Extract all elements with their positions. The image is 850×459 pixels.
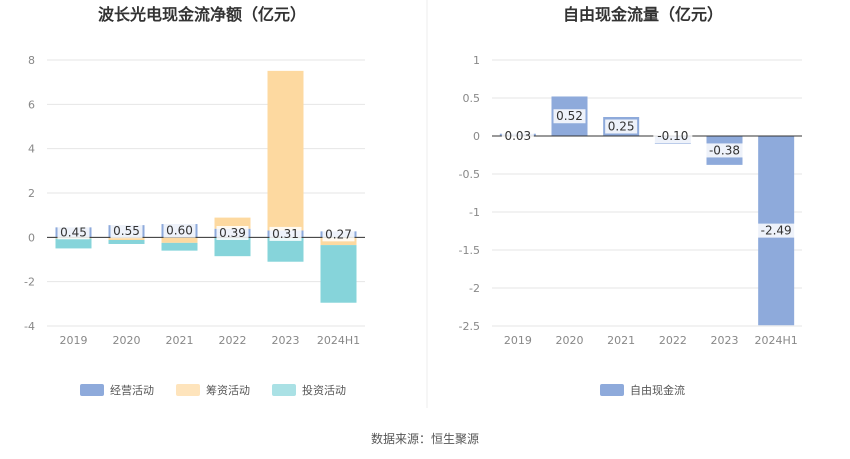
- y-tick-label: -1.5: [459, 244, 480, 257]
- data-label-bg: [705, 143, 744, 158]
- legend-label: 筹资活动: [206, 383, 250, 397]
- legend-swatch: [176, 384, 200, 396]
- data-label: 0.27: [325, 227, 352, 241]
- x-tick-label: 2019: [60, 334, 88, 347]
- bar-series-2: [320, 245, 357, 303]
- legend-swatch: [600, 384, 624, 396]
- data-label-bg: [322, 227, 355, 242]
- x-tick-label: 2024H1: [317, 334, 360, 347]
- data-label-bg: [57, 225, 90, 240]
- legend-label: 投资活动: [302, 383, 346, 397]
- x-tick-label: 2023: [272, 334, 300, 347]
- y-tick-label: -2.5: [459, 320, 480, 333]
- bar-series-1: [161, 237, 198, 243]
- data-label: -0.38: [709, 143, 740, 157]
- data-label: 0.55: [113, 224, 140, 238]
- data-label-bg: [653, 129, 693, 143]
- y-tick-label: 0: [473, 130, 480, 143]
- chart-title: 波长光电现金流净额（亿元）: [98, 5, 306, 24]
- bar-series-2: [161, 242, 198, 251]
- y-tick-label: 4: [28, 143, 35, 156]
- data-label-bg: [501, 129, 534, 143]
- data-label-bg: [553, 109, 586, 124]
- x-tick-label: 2022: [219, 334, 247, 347]
- legend-label: 自由现金流: [630, 383, 685, 397]
- y-tick-label: 6: [28, 98, 35, 111]
- bar-series-2: [267, 237, 304, 262]
- x-tick-label: 2020: [113, 334, 141, 347]
- x-tick-label: 2022: [659, 334, 687, 347]
- x-tick-label: 2020: [556, 334, 584, 347]
- data-label-bg: [110, 224, 143, 239]
- data-label-bg: [605, 119, 638, 134]
- data-source-text: 数据来源：恒生聚源: [371, 431, 479, 446]
- bar-series-2: [55, 238, 92, 249]
- cash-flow-net-chart: 波长光电现金流净额（亿元） -4 -2 0 2 4 6 8 2019 2020 2021 2022 20…: [24, 5, 365, 397]
- y-tick-label: 0: [28, 231, 35, 244]
- y-tick-label: -4: [24, 320, 35, 333]
- x-tick-label: 2019: [504, 334, 532, 347]
- data-label-bg: [269, 226, 302, 241]
- data-label: 0.31: [272, 227, 299, 241]
- bar-series-1: [267, 70, 304, 231]
- x-tick-label: 2021: [166, 334, 194, 347]
- y-tick-label: 8: [28, 54, 35, 67]
- data-label-bg: [216, 226, 249, 241]
- y-tick-label: -2: [24, 276, 35, 289]
- data-label: -0.10: [657, 129, 688, 143]
- y-tick-label: -1: [469, 206, 480, 219]
- data-label: 0.25: [608, 120, 635, 134]
- y-tick-label: -0.5: [459, 168, 480, 181]
- bar-series-2: [214, 237, 251, 257]
- bar-series-2: [108, 239, 145, 244]
- data-label: 0.45: [60, 225, 87, 239]
- data-label-bg: [163, 223, 196, 238]
- chart-title: 自由现金流量（亿元）: [563, 5, 723, 24]
- y-tick-label: 1: [473, 54, 480, 67]
- legend-swatch: [80, 384, 104, 396]
- y-tick-label: 0.5: [463, 92, 481, 105]
- data-label: 0.39: [219, 226, 246, 240]
- data-label: 0.52: [556, 109, 583, 123]
- x-tick-label: 2021: [607, 334, 635, 347]
- data-label: 0.03: [504, 129, 531, 143]
- free-cash-flow-chart: 自由现金流量（亿元） -2.5 -2 -1.5 -1 -0.5 0 0.5 1 2019 2020 2…: [459, 5, 802, 397]
- x-tick-label: 2023: [711, 334, 739, 347]
- data-label: -2.49: [761, 224, 792, 238]
- bar-series-1: [214, 217, 251, 229]
- legend-label: 经营活动: [110, 383, 154, 397]
- data-label: 0.60: [166, 224, 193, 238]
- y-tick-label: -2: [469, 282, 480, 295]
- x-tick-label: 2024H1: [755, 334, 798, 347]
- y-tick-label: 2: [28, 187, 35, 200]
- legend-swatch: [272, 384, 296, 396]
- data-label-bg: [756, 223, 796, 238]
- bar-series-1: [108, 237, 145, 240]
